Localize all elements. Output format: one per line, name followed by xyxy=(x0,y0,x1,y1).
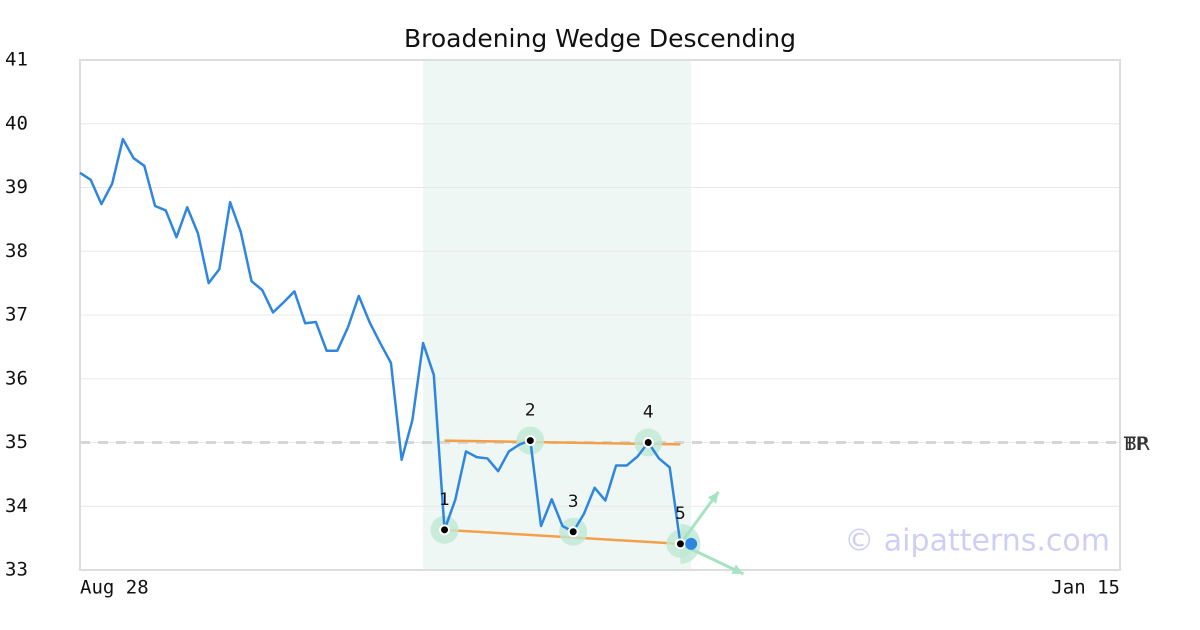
plot-border xyxy=(79,59,1121,571)
y-tick-label: 39 xyxy=(5,176,28,198)
breakout-point xyxy=(685,537,698,550)
y-tick-label: 35 xyxy=(5,431,28,453)
pattern-point xyxy=(567,526,579,538)
price-line xyxy=(79,137,682,545)
pattern-point xyxy=(674,538,686,550)
y-tick-label: 37 xyxy=(5,304,28,326)
arrow-head xyxy=(731,564,744,574)
y-tick-label: 40 xyxy=(5,112,28,134)
chart-title: Broadening Wedge Descending xyxy=(404,24,796,53)
y-tick-label: 34 xyxy=(5,495,28,517)
y-tick-label: 36 xyxy=(5,367,28,389)
y-tick-label: 41 xyxy=(5,49,28,71)
y-tick-label: 38 xyxy=(5,240,28,262)
pattern-point-label: 1 xyxy=(439,490,450,510)
pattern-point-label: 4 xyxy=(643,403,654,423)
pattern-point xyxy=(642,437,654,448)
pattern-point xyxy=(439,524,451,536)
y-tick-label: 33 xyxy=(5,559,28,581)
pattern-point-label: 3 xyxy=(568,492,579,512)
pattern-point-label: 2 xyxy=(525,401,536,421)
pattern-point xyxy=(524,435,536,447)
watermark: © aipatterns.com xyxy=(844,524,1110,559)
x-tick-label: Jan 15 xyxy=(1051,577,1120,599)
x-tick-label: Aug 28 xyxy=(80,577,149,599)
pattern-point-label: 5 xyxy=(675,504,686,524)
level-label: BR xyxy=(1124,433,1150,455)
level-label: TP xyxy=(1123,433,1147,455)
arrow-head xyxy=(707,491,719,504)
